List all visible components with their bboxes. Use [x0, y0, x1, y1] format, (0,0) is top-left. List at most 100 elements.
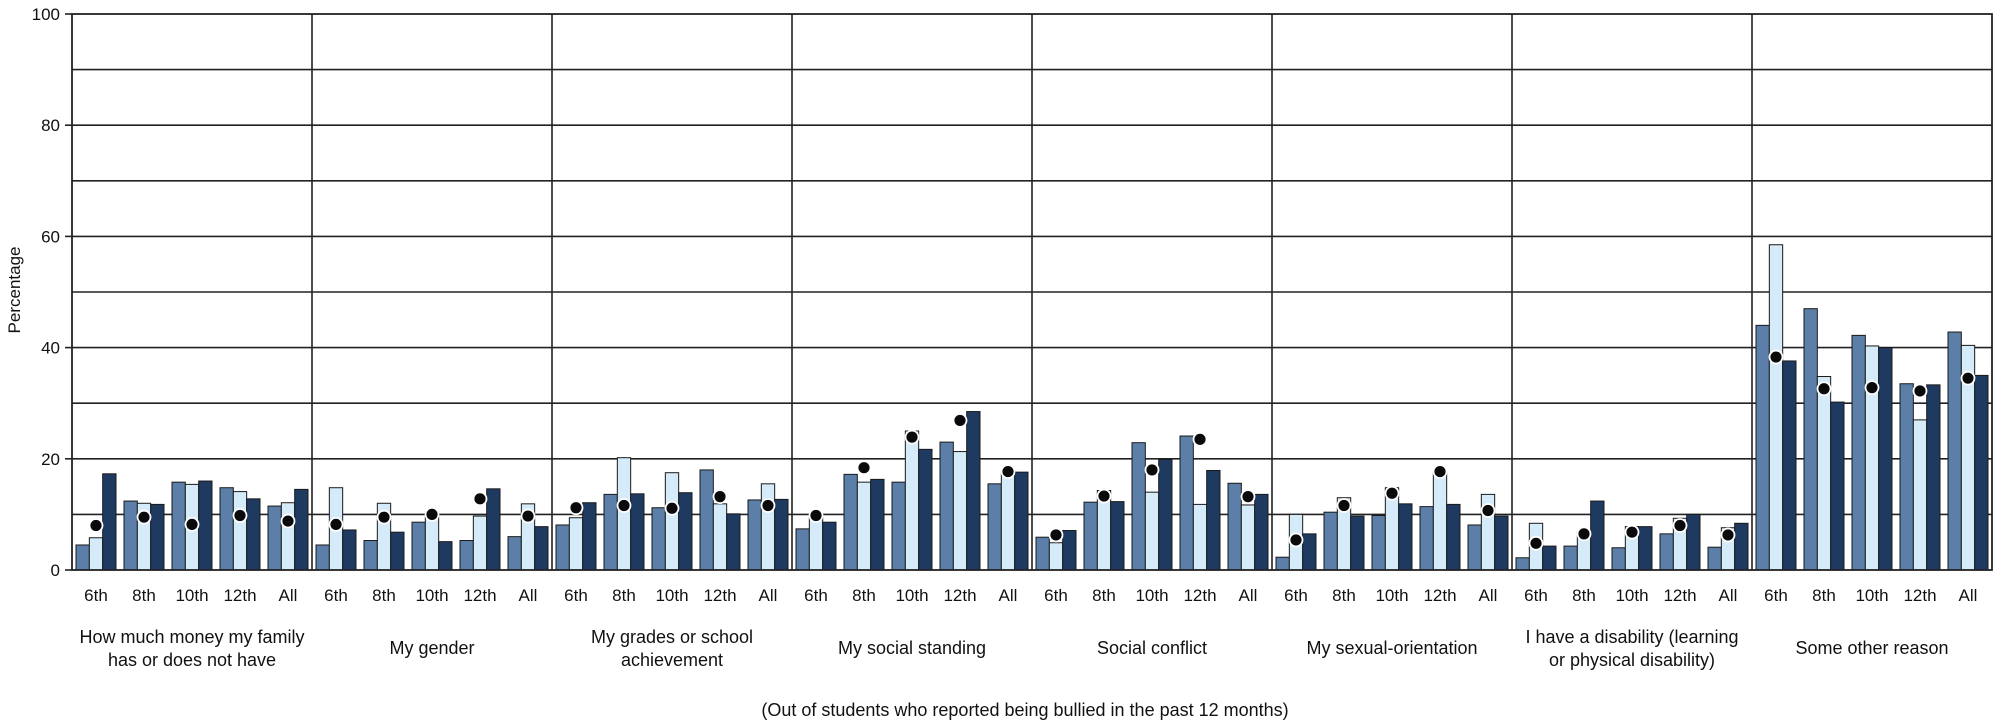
- bar: [280, 502, 296, 571]
- marker-point: [1240, 489, 1256, 505]
- x-tick-label: 6th: [1284, 586, 1308, 605]
- bar: [582, 502, 597, 571]
- text-layer: Percentage (Out of students who reported…: [5, 5, 1977, 720]
- marker-point: [1288, 532, 1304, 548]
- marker-point: [1816, 381, 1832, 397]
- x-tick-label: 12th: [1903, 586, 1936, 605]
- bar: [1926, 384, 1941, 571]
- grid-layer: [72, 14, 1992, 570]
- bar: [1830, 401, 1845, 571]
- bar: [678, 492, 693, 571]
- bar: [1563, 545, 1578, 571]
- bar: [822, 521, 837, 571]
- bar: [1035, 536, 1050, 571]
- x-tick-label: 6th: [804, 586, 828, 605]
- bar: [856, 481, 872, 571]
- bar: [1707, 546, 1722, 571]
- marker-point: [712, 489, 728, 505]
- bar: [555, 524, 570, 571]
- y-tick-label: 60: [41, 227, 60, 246]
- bar: [1432, 471, 1448, 571]
- marker-point: [856, 460, 872, 476]
- bar: [75, 544, 90, 571]
- x-tick-label: All: [1479, 586, 1498, 605]
- bar: [1254, 493, 1269, 571]
- x-tick-label: All: [759, 586, 778, 605]
- bar: [1323, 511, 1338, 571]
- x-tick-label: 6th: [84, 586, 108, 605]
- marker-point: [1000, 464, 1016, 479]
- bar: [1899, 383, 1914, 571]
- bar: [1350, 515, 1365, 571]
- bar: [918, 448, 933, 571]
- x-tick-label: 8th: [1332, 586, 1356, 605]
- bar: [616, 457, 632, 571]
- bar: [1419, 506, 1434, 571]
- bar: [534, 526, 549, 571]
- x-tick-label: 12th: [463, 586, 496, 605]
- markers-layer: [88, 349, 1976, 551]
- bar: [1590, 500, 1605, 571]
- bar: [712, 503, 728, 571]
- group-label: achievement: [621, 650, 723, 670]
- x-tick-label: 6th: [1044, 586, 1068, 605]
- bar: [472, 515, 488, 571]
- bar: [411, 521, 426, 571]
- x-tick-label: 10th: [1855, 586, 1888, 605]
- marker-point: [904, 429, 920, 445]
- bar: [1371, 515, 1386, 571]
- bar: [150, 503, 165, 571]
- marker-point: [232, 508, 248, 523]
- bar: [843, 473, 858, 571]
- bar: [1062, 530, 1077, 571]
- group-label: Social conflict: [1097, 638, 1207, 658]
- bar: [1878, 347, 1893, 571]
- bar: [1158, 458, 1173, 571]
- bar: [1542, 545, 1557, 571]
- bar: [1755, 324, 1770, 571]
- bar: [267, 505, 282, 571]
- bar: [1446, 503, 1461, 571]
- marker-point: [568, 500, 584, 516]
- group-label: My grades or school: [591, 627, 753, 647]
- bar: [1048, 542, 1064, 571]
- marker-point: [1336, 498, 1352, 513]
- bar: [808, 515, 824, 571]
- bar: [774, 498, 789, 571]
- group-label: Some other reason: [1795, 638, 1948, 658]
- bar: [1947, 331, 1962, 571]
- bar: [1816, 376, 1832, 571]
- x-tick-label: 12th: [703, 586, 736, 605]
- bar: [1686, 513, 1701, 571]
- marker-point: [1384, 485, 1400, 501]
- bar: [870, 478, 885, 571]
- bar: [1398, 503, 1413, 571]
- y-tick-label: 20: [41, 450, 60, 469]
- x-tick-label: 10th: [1135, 586, 1168, 605]
- x-tick-label: 6th: [324, 586, 348, 605]
- x-tick-label: 12th: [943, 586, 976, 605]
- bar: [664, 472, 680, 571]
- bar: [1851, 334, 1866, 571]
- bar: [390, 531, 405, 571]
- bar: [171, 481, 186, 571]
- bar: [342, 529, 357, 571]
- bar: [1275, 556, 1290, 571]
- marker-point: [1528, 535, 1544, 551]
- bar: [939, 441, 954, 571]
- bar: [1240, 504, 1256, 571]
- marker-point: [1720, 527, 1736, 543]
- marker-point: [1192, 431, 1208, 447]
- bar: [1179, 435, 1194, 571]
- x-tick-label: 8th: [132, 586, 156, 605]
- marker-point: [1624, 524, 1640, 540]
- marker-point: [88, 518, 104, 533]
- x-tick-label: 10th: [175, 586, 208, 605]
- marker-point: [952, 413, 968, 428]
- x-tick-label: 10th: [415, 586, 448, 605]
- bar: [246, 498, 261, 571]
- bar: [891, 481, 906, 571]
- bar: [315, 544, 330, 571]
- x-tick-label: 12th: [223, 586, 256, 605]
